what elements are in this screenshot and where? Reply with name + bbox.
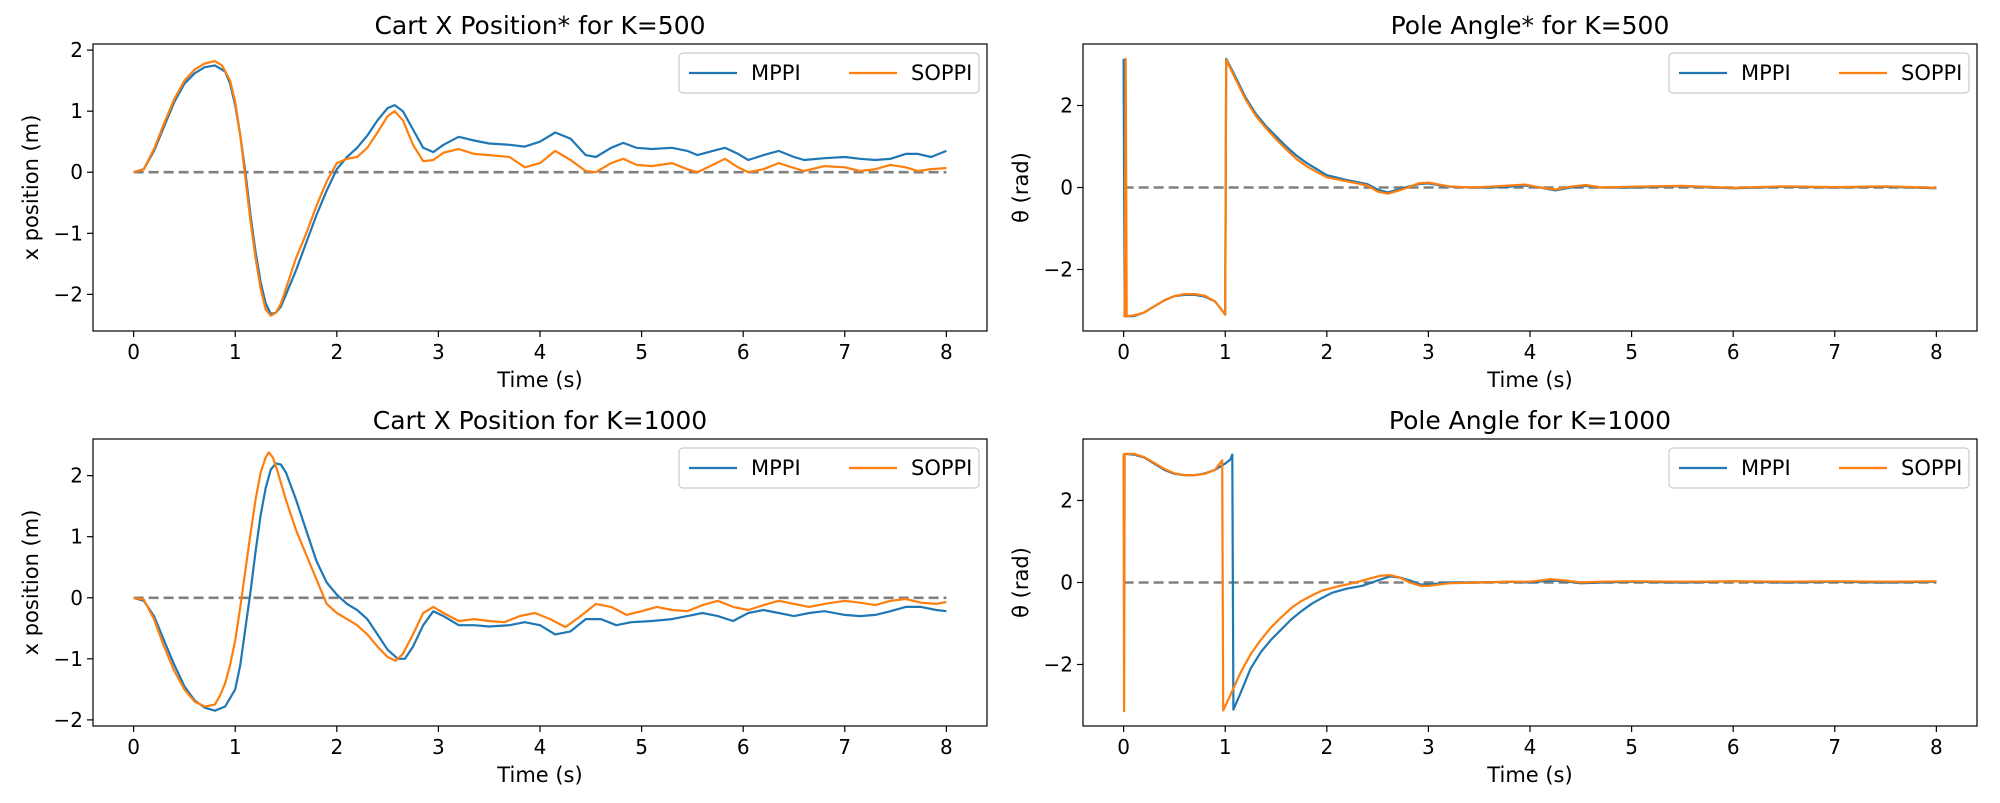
- x-tick-label: 5: [635, 735, 648, 759]
- chart-title: Pole Angle* for K=500: [1391, 11, 1670, 40]
- x-tick-label: 1: [229, 735, 242, 759]
- x-tick-label: 6: [1727, 735, 1740, 759]
- legend-box: [678, 52, 980, 94]
- legend-label-soppi: SOPPI: [911, 61, 972, 85]
- legend: MPPI SOPPI: [1668, 447, 1970, 489]
- series-line-soppi: [1122, 57, 1937, 318]
- series-line-soppi: [133, 60, 947, 317]
- legend-box: [1668, 447, 1970, 489]
- y-tick-label: 2: [70, 38, 83, 62]
- y-tick-label: 2: [70, 464, 83, 488]
- y-axis-label: θ (rad): [1009, 152, 1033, 223]
- legend-box: [678, 447, 980, 489]
- x-tick-label: 4: [1524, 340, 1537, 364]
- x-tick-label: 4: [534, 340, 547, 364]
- x-tick-label: 1: [1219, 735, 1232, 759]
- y-tick-label: 0: [70, 160, 83, 184]
- y-tick-label: −1: [54, 647, 83, 671]
- y-axis-label: θ (rad): [1009, 547, 1033, 618]
- y-tick-label: 2: [1060, 94, 1073, 118]
- y-tick-label: −2: [1044, 258, 1073, 282]
- x-tick-label: 0: [127, 340, 140, 364]
- x-axis-label: Time (s): [496, 368, 582, 392]
- legend-label-mppi: MPPI: [751, 456, 801, 480]
- x-tick-label: 6: [737, 735, 750, 759]
- x-tick-label: 7: [838, 735, 851, 759]
- x-tick-label: 6: [1727, 340, 1740, 364]
- x-tick-label: 8: [1930, 735, 1943, 759]
- x-tick-label: 5: [635, 340, 648, 364]
- y-tick-label: −2: [1044, 653, 1073, 677]
- legend-label-soppi: SOPPI: [911, 456, 972, 480]
- x-tick-label: 0: [1117, 340, 1130, 364]
- x-tick-label: 3: [1422, 340, 1435, 364]
- x-axis-label: Time (s): [1486, 763, 1572, 787]
- series-line-mppi: [133, 64, 947, 315]
- y-tick-label: −2: [54, 708, 83, 732]
- x-axis-label: Time (s): [1486, 368, 1572, 392]
- x-tick-label: 1: [1219, 340, 1232, 364]
- x-tick-label: 7: [1828, 340, 1841, 364]
- x-tick-label: 3: [1422, 735, 1435, 759]
- x-tick-label: 6: [737, 340, 750, 364]
- x-tick-label: 0: [1117, 735, 1130, 759]
- x-tick-label: 7: [1828, 735, 1841, 759]
- series-line-soppi: [133, 451, 947, 708]
- y-tick-label: 0: [1060, 176, 1073, 200]
- chart-panel-1: Pole Angle* for K=500 0 1 2 3 4 5 6 7 8 −2 0 2 Time (…: [1009, 11, 1978, 392]
- legend: MPPI SOPPI: [678, 447, 980, 489]
- x-tick-label: 2: [330, 340, 343, 364]
- y-tick-label: 0: [70, 586, 83, 610]
- y-tick-label: −1: [54, 221, 83, 245]
- x-tick-label: 5: [1625, 735, 1638, 759]
- series-line-mppi: [133, 462, 947, 712]
- x-tick-label: 4: [1524, 735, 1537, 759]
- x-tick-label: 8: [940, 735, 953, 759]
- y-tick-label: 1: [70, 525, 83, 549]
- x-tick-label: 1: [229, 340, 242, 364]
- series-line-soppi: [1122, 452, 1937, 713]
- y-axis-label: x position (m): [19, 115, 43, 261]
- x-tick-label: 2: [1320, 340, 1333, 364]
- legend: MPPI SOPPI: [678, 52, 980, 94]
- x-tick-label: 0: [127, 735, 140, 759]
- legend-label-soppi: SOPPI: [1901, 61, 1962, 85]
- y-tick-label: −2: [54, 282, 83, 306]
- x-tick-label: 3: [432, 340, 445, 364]
- legend-box: [1668, 52, 1970, 94]
- x-tick-label: 2: [1320, 735, 1333, 759]
- x-tick-label: 5: [1625, 340, 1638, 364]
- chart-panel-0: Cart X Position* for K=500 0 1 2 3 4 5 6 7 8 −2 −1 0…: [19, 11, 988, 392]
- x-tick-label: 8: [940, 340, 953, 364]
- chart-title: Pole Angle for K=1000: [1389, 406, 1671, 435]
- legend-label-soppi: SOPPI: [1901, 456, 1962, 480]
- legend-label-mppi: MPPI: [751, 61, 801, 85]
- y-tick-label: 2: [1060, 489, 1073, 513]
- x-tick-label: 7: [838, 340, 851, 364]
- y-axis-label: x position (m): [19, 510, 43, 656]
- x-tick-label: 3: [432, 735, 445, 759]
- y-tick-label: 1: [70, 99, 83, 123]
- chart-title: Cart X Position for K=1000: [373, 406, 707, 435]
- legend-label-mppi: MPPI: [1741, 61, 1791, 85]
- chart-panel-3: Pole Angle for K=1000 0 1 2 3 4 5 6 7 8 −2 0 2 Time (…: [1009, 406, 1978, 787]
- x-axis-label: Time (s): [496, 763, 582, 787]
- x-tick-label: 2: [330, 735, 343, 759]
- legend-label-mppi: MPPI: [1741, 456, 1791, 480]
- y-tick-label: 0: [1060, 571, 1073, 595]
- x-tick-label: 8: [1930, 340, 1943, 364]
- chart-title: Cart X Position* for K=500: [374, 11, 705, 40]
- chart-panel-2: Cart X Position for K=1000 0 1 2 3 4 5 6 7 8 −2 −1 0…: [19, 406, 988, 787]
- legend: MPPI SOPPI: [1668, 52, 1970, 94]
- x-tick-label: 4: [534, 735, 547, 759]
